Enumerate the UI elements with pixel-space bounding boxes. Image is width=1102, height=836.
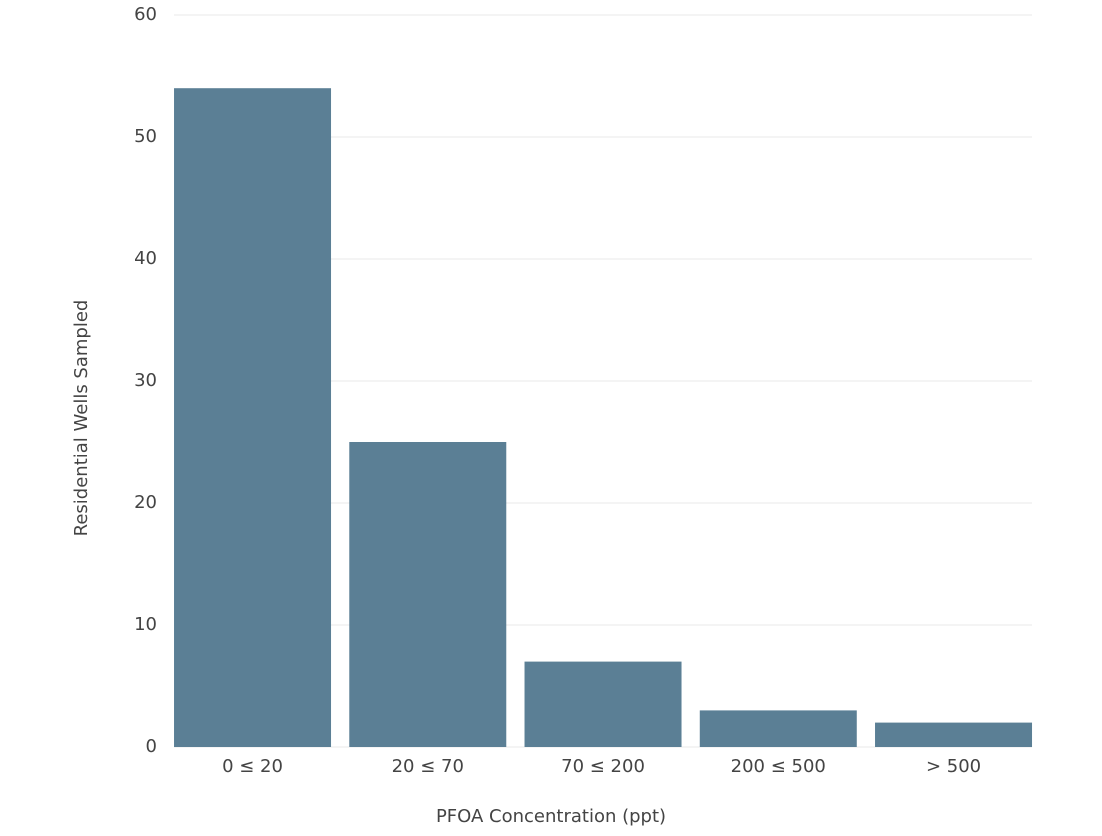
y-axis-title: Residential Wells Sampled [71, 300, 92, 537]
x-tick-label: 200 ≤ 500 [731, 756, 826, 777]
bar [349, 442, 507, 747]
y-tick-label: 60 [134, 4, 157, 25]
bar [174, 88, 332, 747]
y-tick-label: 50 [134, 126, 157, 147]
y-tick-label: 30 [134, 370, 157, 391]
bar [875, 722, 1033, 747]
y-tick-label: 20 [134, 492, 157, 513]
x-tick-label: > 500 [926, 756, 981, 777]
x-tick-label: 20 ≤ 70 [392, 756, 464, 777]
x-axis-title: PFOA Concentration (ppt) [436, 806, 666, 827]
y-tick-label: 0 [146, 736, 157, 757]
x-tick-label: 70 ≤ 200 [561, 756, 645, 777]
x-tick-label: 0 ≤ 20 [222, 756, 283, 777]
y-tick-label: 10 [134, 614, 157, 635]
bar [699, 710, 857, 747]
bar [524, 661, 682, 747]
y-tick-label: 40 [134, 248, 157, 269]
